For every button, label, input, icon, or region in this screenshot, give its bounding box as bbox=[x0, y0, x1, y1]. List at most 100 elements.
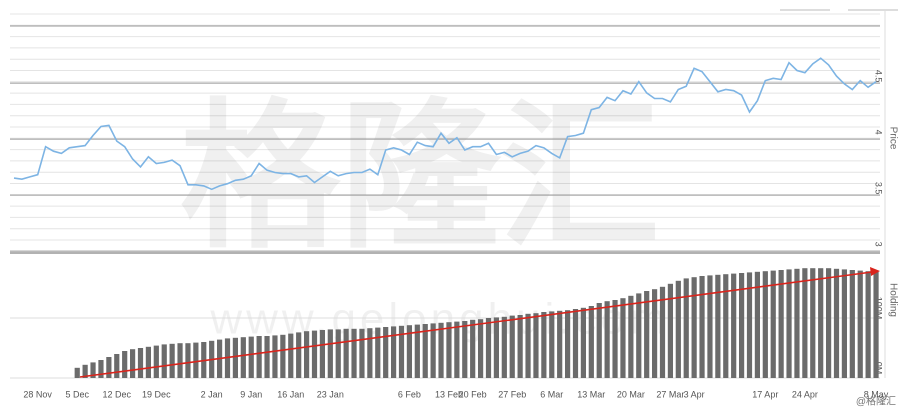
bar bbox=[810, 268, 816, 378]
bar bbox=[367, 328, 373, 378]
bar bbox=[715, 274, 721, 378]
x-tick-label: 27 Feb bbox=[498, 389, 526, 399]
bar bbox=[319, 330, 326, 378]
x-tick-label: 20 Mar bbox=[617, 389, 645, 399]
bar bbox=[588, 306, 594, 378]
bar bbox=[390, 326, 397, 378]
bar bbox=[557, 310, 563, 378]
bar bbox=[106, 357, 112, 378]
bar bbox=[485, 318, 492, 378]
y-tick-label: 4 bbox=[874, 130, 884, 135]
y2-axis-label: Holding bbox=[887, 283, 898, 317]
bar bbox=[272, 335, 278, 378]
bar bbox=[572, 309, 579, 378]
y-axis-label: Price bbox=[887, 127, 898, 150]
bar bbox=[248, 336, 254, 378]
x-tick-label: 3 Apr bbox=[684, 389, 705, 399]
bar bbox=[873, 271, 879, 378]
x-tick-label: 12 Dec bbox=[103, 389, 132, 399]
trend-line bbox=[79, 271, 873, 378]
bar bbox=[98, 360, 104, 378]
bar bbox=[169, 343, 175, 378]
bar bbox=[446, 322, 452, 378]
bar bbox=[288, 333, 294, 378]
bar bbox=[683, 278, 689, 378]
bar bbox=[311, 330, 318, 378]
bar bbox=[699, 276, 705, 378]
bar bbox=[422, 324, 428, 378]
bar bbox=[129, 349, 136, 378]
x-tick-label: 5 Dec bbox=[65, 389, 89, 399]
bar bbox=[857, 270, 863, 378]
bar bbox=[841, 269, 848, 378]
bar bbox=[644, 291, 650, 378]
credit: @格隆汇 bbox=[856, 395, 896, 408]
x-tick-label: 28 Nov bbox=[23, 389, 52, 399]
x-tick-label: 13 Feb bbox=[435, 389, 463, 399]
watermark: 格隆汇 bbox=[180, 87, 660, 266]
bar bbox=[137, 348, 144, 378]
bar bbox=[264, 336, 270, 378]
bar bbox=[383, 327, 389, 378]
x-tick-label: 13 Mar bbox=[577, 389, 605, 399]
bar bbox=[462, 321, 468, 378]
bar bbox=[296, 332, 302, 378]
bar bbox=[90, 362, 96, 378]
bar bbox=[351, 328, 357, 378]
bar bbox=[509, 315, 515, 378]
price-line bbox=[13, 57, 877, 191]
bar bbox=[470, 319, 476, 378]
bar bbox=[754, 271, 761, 378]
bar bbox=[738, 273, 745, 378]
bar bbox=[280, 334, 286, 378]
bar bbox=[667, 283, 674, 378]
bar bbox=[477, 319, 484, 378]
bar bbox=[185, 343, 191, 378]
bar bbox=[122, 351, 128, 378]
bar bbox=[723, 274, 729, 378]
bar bbox=[430, 323, 436, 378]
bar bbox=[327, 329, 333, 378]
bar bbox=[343, 328, 349, 378]
bar bbox=[193, 342, 199, 378]
bar bbox=[628, 295, 634, 378]
bar bbox=[825, 268, 832, 378]
bar bbox=[406, 325, 413, 378]
bar bbox=[232, 337, 239, 378]
bar bbox=[454, 321, 460, 378]
bar bbox=[359, 328, 365, 378]
x-tick-label: 24 Apr bbox=[792, 389, 818, 399]
bar bbox=[375, 327, 381, 378]
bar bbox=[707, 275, 713, 378]
bar bbox=[438, 322, 444, 378]
bar bbox=[636, 293, 642, 378]
bar bbox=[849, 270, 855, 378]
bar bbox=[335, 329, 341, 378]
bar bbox=[303, 331, 310, 378]
bar bbox=[153, 345, 159, 378]
bar bbox=[770, 270, 776, 378]
bar bbox=[786, 269, 792, 378]
trend-arrowhead bbox=[870, 267, 880, 276]
bar bbox=[114, 354, 120, 378]
x-tick-label: 20 Feb bbox=[459, 389, 487, 399]
bar bbox=[675, 280, 681, 378]
y-tick-label: 4.5 bbox=[874, 70, 884, 83]
y-tick-label: 3 bbox=[874, 242, 884, 247]
bar bbox=[818, 268, 824, 378]
bar bbox=[161, 344, 167, 378]
bar bbox=[794, 268, 800, 378]
x-tick-label: 23 Jan bbox=[317, 389, 344, 399]
bar bbox=[398, 325, 405, 378]
bar bbox=[493, 317, 500, 378]
bar bbox=[525, 313, 531, 378]
x-tick-label: 9 Jan bbox=[240, 389, 262, 399]
bar bbox=[145, 346, 152, 378]
x-tick-label: 19 Dec bbox=[142, 389, 171, 399]
bar bbox=[177, 343, 183, 378]
bar bbox=[762, 271, 768, 378]
bar bbox=[533, 313, 539, 378]
bar bbox=[240, 337, 246, 378]
